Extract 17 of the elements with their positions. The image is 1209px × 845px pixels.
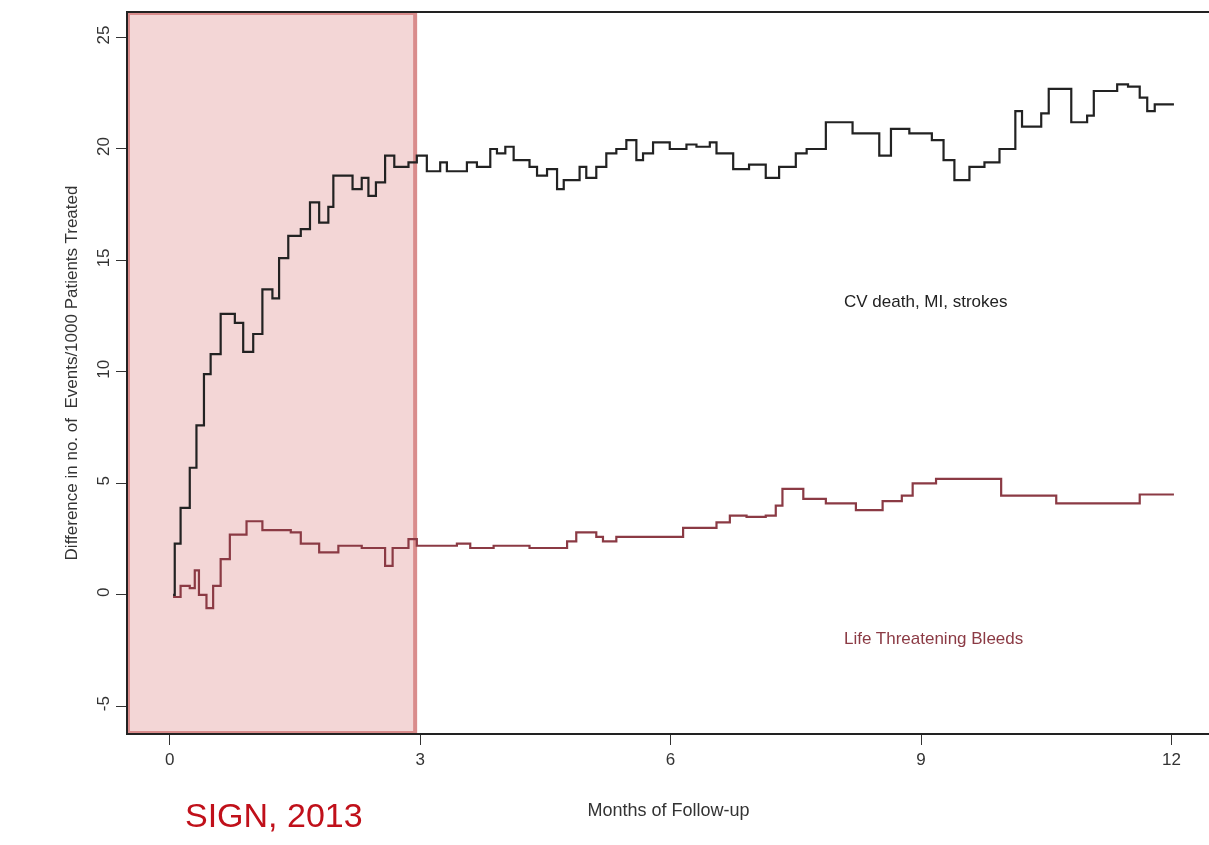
y-axis-title: Difference in no. of Events/1000 Patients Treated	[62, 185, 82, 561]
x-tick-label: 0	[165, 750, 175, 770]
x-tick-label: 12	[1161, 750, 1181, 770]
y-tick-label: 15	[94, 248, 114, 268]
x-tick-label: 6	[665, 750, 676, 770]
y-tick-label: 25	[94, 25, 114, 45]
text: SIGN, 2013	[185, 796, 363, 834]
y-tick-label: 5	[94, 476, 114, 486]
x-tick-label: 3	[415, 750, 425, 770]
text: CV death, MI, strokes	[844, 292, 1008, 311]
y-tick-label: -5	[94, 696, 114, 712]
y-tick-label: 0	[94, 587, 114, 597]
y-tick-label: 20	[94, 136, 114, 156]
x-axis-title: Months of Follow-up	[587, 800, 750, 820]
text: Life Threatening Bleeds	[844, 629, 1024, 648]
x-tick-label: 9	[916, 750, 926, 770]
y-tick-label: 10	[94, 359, 114, 379]
